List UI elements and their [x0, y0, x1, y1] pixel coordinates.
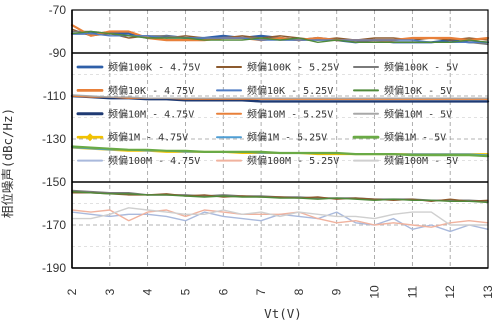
- series-lines: [70, 24, 490, 233]
- y-tick-label: -190: [42, 261, 66, 275]
- legend-label: 频偏10M - 5.25V: [247, 107, 333, 120]
- y-tick-label: -130: [42, 132, 66, 146]
- legend-label: 频偏100M - 4.75V: [108, 154, 200, 167]
- axes: [71, 9, 489, 269]
- legend: 频偏100K - 4.75V 频偏100K - 5.25V 频偏100K - 5V 频…: [76, 61, 458, 167]
- y-tick-label: -90: [49, 46, 67, 60]
- x-tick-label: 5: [178, 288, 192, 295]
- legend-label: 频偏10M - 5V: [384, 107, 452, 120]
- legend-label: 频偏10K - 5V: [384, 84, 452, 97]
- x-tick-label: 11: [405, 285, 419, 298]
- legend-label: 频偏100K - 5.25V: [247, 61, 339, 74]
- y-axis-label: 相位噪声(dBc/Hz): [0, 108, 15, 218]
- series-line: [71, 94, 489, 99]
- x-tick-label: 7: [254, 288, 268, 295]
- legend-label: 频偏100M - 5.25V: [247, 154, 339, 167]
- legend-label: 频偏10M - 4.75V: [108, 107, 194, 120]
- series-line: [70, 145, 490, 158]
- x-tick-label: 13: [481, 285, 494, 299]
- y-tick-label: -70: [49, 3, 67, 17]
- y-tick-label: -170: [42, 218, 66, 232]
- x-axis-label: Vt(V): [264, 306, 302, 321]
- x-tick-label: 9: [330, 288, 344, 295]
- legend-label: 频偏1M - 4.75V: [108, 131, 188, 144]
- legend-label: 频偏1M - 5.25V: [247, 131, 327, 144]
- grid: [72, 10, 488, 268]
- legend-label: 频偏10K - 4.75V: [108, 84, 194, 97]
- x-tick-label: 2: [65, 288, 79, 295]
- series-line: [71, 207, 489, 226]
- series-line: [71, 190, 489, 204]
- x-tick-label: 6: [216, 288, 230, 295]
- series-line: [71, 209, 489, 228]
- y-tick-label: -150: [42, 175, 66, 189]
- series-line: [71, 30, 489, 43]
- legend-label: 频偏100M - 5V: [384, 154, 458, 167]
- x-tick-label: 10: [368, 285, 382, 299]
- x-tick-label: 4: [141, 288, 155, 295]
- legend-label: 频偏100K - 5V: [384, 61, 458, 74]
- x-tick-label: 12: [443, 285, 457, 299]
- tick-labels: 2 3 4 5 6 7 8 9 10 11 12 13 -70 -90 -110 -130 -150 -170 -1…: [42, 3, 494, 299]
- x-tick-label: 3: [103, 288, 117, 295]
- x-tick-label: 8: [292, 288, 306, 295]
- legend-label: 频偏100K - 4.75V: [108, 61, 200, 74]
- y-tick-label: -110: [43, 89, 66, 103]
- legend-marker: [86, 133, 94, 142]
- legend-label: 频偏10K - 5.25V: [247, 84, 333, 97]
- legend-label: 频偏1M - 5V: [384, 131, 446, 144]
